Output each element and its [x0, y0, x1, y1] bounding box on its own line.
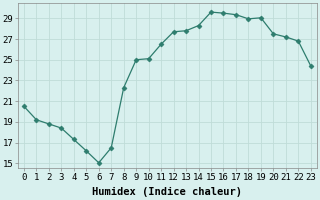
- X-axis label: Humidex (Indice chaleur): Humidex (Indice chaleur): [92, 187, 242, 197]
